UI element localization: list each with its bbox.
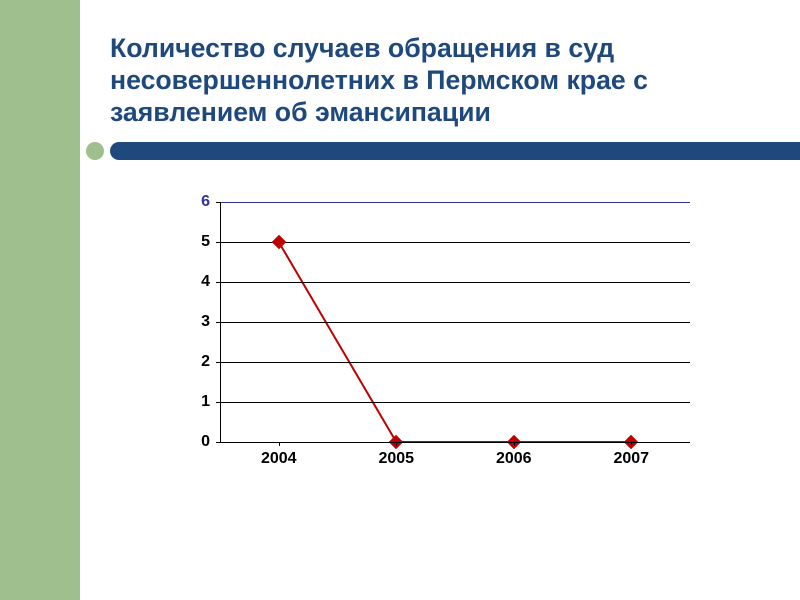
y-tick-label: 6 [180, 193, 210, 211]
x-tick-label: 2006 [484, 450, 544, 468]
gridline [220, 242, 690, 243]
x-tick-label: 2007 [601, 450, 661, 468]
left-accent-strip [0, 0, 80, 600]
gridline [220, 202, 690, 203]
slide-content: Количество случаев обращения в суд несов… [80, 0, 800, 600]
page-title: Количество случаев обращения в суд несов… [110, 32, 770, 128]
left-axis [220, 202, 221, 442]
gridline [220, 402, 690, 403]
x-tick-label: 2005 [366, 450, 426, 468]
x-tick [396, 442, 397, 446]
y-tick-label: 4 [180, 273, 210, 291]
x-tick [279, 442, 280, 446]
chart-container: 0 1 2 3 4 5 6 2004 2005 2006 2007 [110, 192, 770, 492]
x-tick [514, 442, 515, 446]
divider-bullet-icon [86, 142, 104, 160]
gridline [220, 282, 690, 283]
y-tick-label: 2 [180, 353, 210, 371]
title-divider [110, 140, 770, 162]
gridline [220, 322, 690, 323]
bottom-axis [220, 442, 690, 443]
divider-bar [110, 142, 800, 160]
y-tick-label: 1 [180, 393, 210, 411]
x-tick-label: 2004 [249, 450, 309, 468]
y-tick-label: 5 [180, 233, 210, 251]
plot-area [220, 202, 690, 442]
gridline [220, 362, 690, 363]
y-tick-label: 3 [180, 313, 210, 331]
x-tick [631, 442, 632, 446]
line-chart: 0 1 2 3 4 5 6 2004 2005 2006 2007 [170, 192, 710, 492]
y-tick-label: 0 [180, 433, 210, 451]
